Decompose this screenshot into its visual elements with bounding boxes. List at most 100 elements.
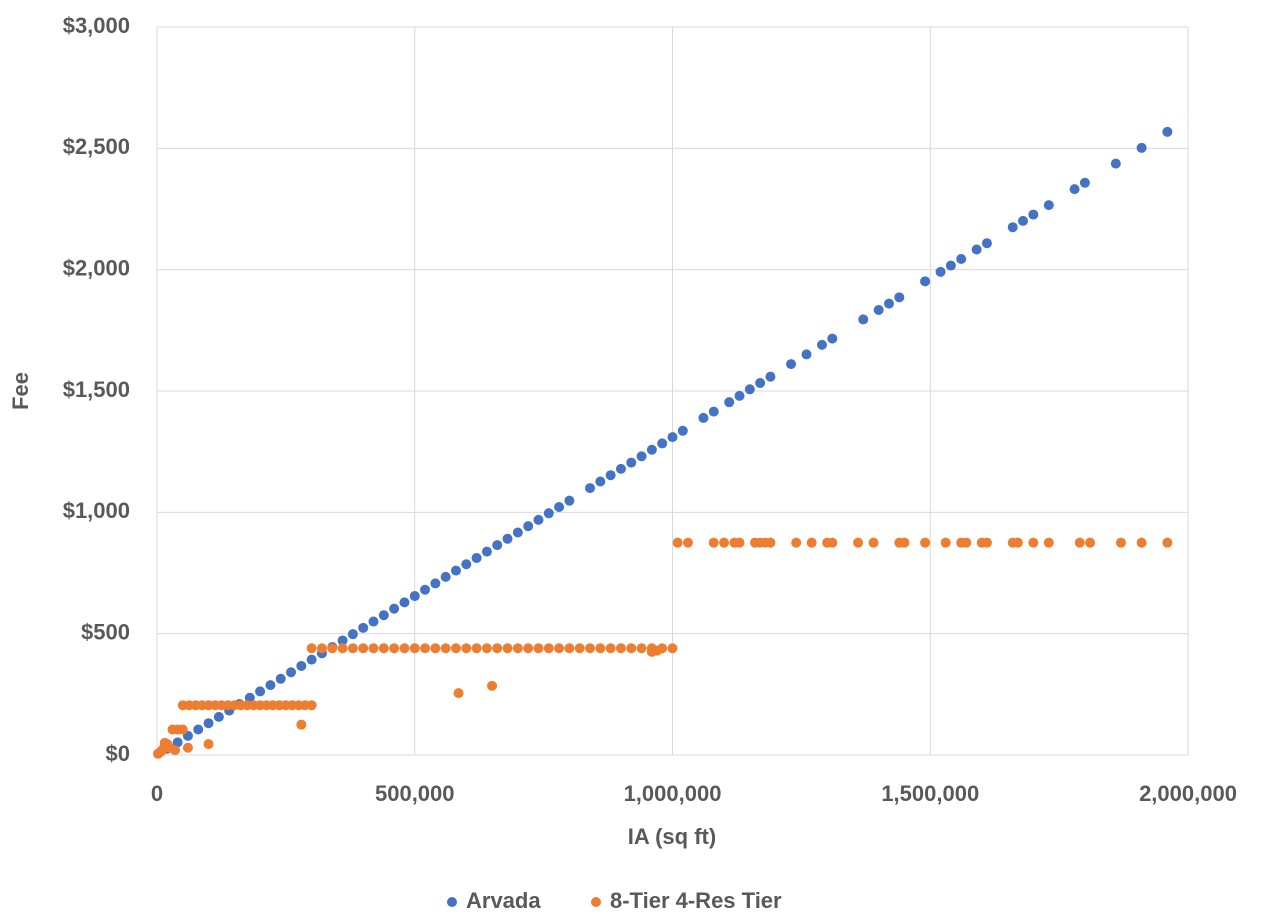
data-point — [543, 508, 554, 519]
data-point — [827, 537, 838, 548]
data-point — [1136, 537, 1147, 548]
y-tick-label: $2,000 — [63, 255, 130, 280]
data-point — [708, 537, 719, 548]
y-tick-label: $2,500 — [63, 134, 130, 159]
y-tick-label: $1,000 — [63, 498, 130, 523]
data-point — [574, 643, 585, 654]
data-point — [755, 377, 766, 388]
data-point — [667, 643, 678, 654]
data-point — [306, 643, 317, 654]
data-point — [806, 537, 817, 548]
data-point — [945, 260, 956, 271]
data-point — [471, 552, 482, 563]
data-point — [636, 451, 647, 462]
data-point — [420, 584, 431, 595]
data-point — [595, 476, 606, 487]
data-point — [667, 432, 678, 443]
data-point — [1162, 537, 1173, 548]
data-point — [203, 718, 214, 729]
data-point — [765, 537, 776, 548]
data-point — [440, 571, 451, 582]
data-point — [554, 643, 565, 654]
data-point — [595, 643, 606, 654]
data-point — [255, 686, 266, 697]
data-point — [450, 643, 461, 654]
data-point — [554, 501, 565, 512]
data-point — [378, 643, 389, 654]
data-point — [409, 591, 420, 602]
y-tick-label: $0 — [106, 741, 130, 766]
legend-marker — [591, 897, 601, 907]
data-point — [1028, 209, 1039, 220]
data-point — [543, 643, 554, 654]
data-point — [337, 643, 348, 654]
data-point — [378, 610, 389, 621]
data-point — [450, 565, 461, 576]
data-point — [744, 384, 755, 395]
data-point — [430, 643, 441, 654]
data-point — [327, 643, 338, 654]
data-point — [286, 667, 297, 678]
data-point — [626, 457, 637, 468]
data-point — [801, 349, 812, 360]
data-point — [971, 244, 982, 255]
data-point — [858, 314, 869, 325]
data-point — [1012, 537, 1023, 548]
data-point — [1007, 222, 1018, 233]
x-tick-label: 0 — [151, 781, 163, 806]
data-point — [182, 742, 193, 753]
data-point — [1043, 200, 1054, 211]
data-point — [724, 397, 735, 408]
data-point — [306, 654, 317, 665]
data-point — [698, 412, 709, 423]
legend-label: 8-Tier 4-Res Tier — [610, 888, 782, 913]
data-point — [873, 304, 884, 315]
data-point — [296, 660, 307, 671]
y-axis-title: Fee — [8, 372, 33, 410]
data-point — [626, 643, 637, 654]
data-point — [172, 737, 183, 748]
data-point — [1162, 126, 1173, 137]
data-point — [899, 537, 910, 548]
data-point — [961, 537, 972, 548]
data-point — [430, 578, 441, 589]
data-point — [894, 292, 905, 303]
data-point — [481, 546, 492, 557]
data-point — [368, 643, 379, 654]
data-point — [471, 643, 482, 654]
data-point — [981, 537, 992, 548]
data-point — [853, 537, 864, 548]
data-point — [920, 537, 931, 548]
data-point — [719, 537, 730, 548]
data-point — [585, 483, 596, 494]
data-point — [502, 643, 513, 654]
data-point — [399, 643, 410, 654]
data-point — [389, 603, 400, 614]
data-point — [1085, 537, 1096, 548]
data-point — [1043, 537, 1054, 548]
data-point — [1069, 184, 1080, 195]
data-point — [203, 739, 214, 750]
data-point — [358, 643, 369, 654]
data-point — [316, 643, 327, 654]
data-point — [306, 700, 317, 711]
y-tick-label: $500 — [81, 619, 130, 644]
data-point — [347, 629, 358, 640]
data-point — [605, 470, 616, 481]
data-point — [564, 495, 575, 506]
data-point — [461, 643, 472, 654]
data-point — [677, 425, 688, 436]
data-point — [368, 616, 379, 627]
data-point — [265, 680, 276, 691]
data-point — [358, 622, 369, 633]
data-point — [657, 438, 668, 449]
x-tick-label: 1,000,000 — [624, 781, 722, 806]
data-point — [585, 643, 596, 654]
data-point — [652, 645, 663, 656]
data-point — [816, 339, 827, 350]
data-point — [1136, 142, 1147, 153]
data-point — [170, 745, 181, 756]
data-point — [615, 643, 626, 654]
data-point — [440, 643, 451, 654]
